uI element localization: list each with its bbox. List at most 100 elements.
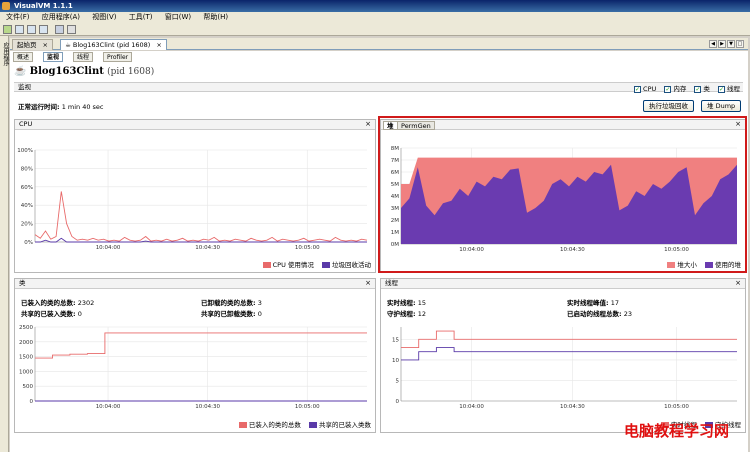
- tab-start-page[interactable]: 起始页 ×: [12, 39, 53, 50]
- view-tab-bar: 概述 监视 线程 Profiler: [10, 51, 748, 63]
- y-tick-label: 1M: [391, 230, 399, 236]
- heap-panel: 堆 PermGen × 0M 1M 2M 3M 4M 5M 6M 7M 8M 10:04:00 10…: [380, 119, 746, 273]
- y-tick-label: 5: [396, 378, 400, 384]
- side-panel-strip[interactable]: 应用程序: [0, 36, 9, 452]
- uptime: 正常运行时间: 1 min 40 sec: [18, 103, 104, 111]
- legend-swatch: [705, 262, 713, 268]
- heap-dump-icon[interactable]: [39, 25, 48, 34]
- cpu-legend: CPU 使用情况 垃圾回收活动: [257, 259, 371, 269]
- y-tick-label: 0: [396, 399, 400, 405]
- x-tick-label: 10:04:30: [195, 245, 220, 251]
- y-tick-label: 2000: [19, 340, 33, 346]
- stat-daemon-threads: 守护线程: 12: [387, 310, 426, 318]
- scroll-right-icon[interactable]: ▶: [718, 40, 726, 48]
- menu-application[interactable]: 应用程序(A): [41, 13, 80, 21]
- threads-chart: 0 5 10 15 10:04:00 10:04:30 10:05:00: [392, 327, 737, 410]
- y-tick-label: 1500: [19, 355, 33, 361]
- close-icon[interactable]: ×: [156, 41, 162, 49]
- cpu-panel-header: CPU ×: [15, 120, 375, 130]
- y-tick-label: 40%: [21, 203, 33, 209]
- y-tick-label: 0: [30, 399, 34, 405]
- stat-total-started: 已启动的线程总数: 23: [567, 310, 632, 318]
- legend-swatch: [309, 422, 317, 428]
- x-tick-label: 10:05:00: [664, 404, 689, 410]
- add-snapshot-icon[interactable]: [27, 25, 36, 34]
- series-line: [401, 330, 737, 349]
- watermark: 电脑教程学习网: [624, 422, 730, 440]
- scroll-left-icon[interactable]: ◀: [709, 40, 717, 48]
- legend-swatch: [322, 262, 330, 268]
- menu-help[interactable]: 帮助(H): [203, 13, 229, 21]
- y-tick-label: 80%: [21, 166, 33, 172]
- heap-legend: 堆大小 使用的堆: [661, 259, 741, 269]
- cpu-chart: 0% 20% 40% 60% 80% 100% 10:04:00 10:04:30 10:05:…: [17, 148, 368, 251]
- x-tick-label: 10:05:00: [295, 404, 320, 410]
- load-snapshot-icon[interactable]: [55, 25, 64, 34]
- coffee-icon: ☕: [65, 41, 71, 49]
- add-remote-host-icon[interactable]: [15, 25, 24, 34]
- x-tick-label: 10:04:00: [96, 404, 121, 410]
- add-jmx-icon[interactable]: [3, 25, 12, 34]
- tab-permgen[interactable]: PermGen: [397, 121, 435, 130]
- x-tick-label: 10:04:30: [195, 404, 220, 410]
- y-tick-label: 2500: [19, 325, 33, 331]
- legend-swatch: [667, 262, 676, 268]
- x-tick-label: 10:05:00: [295, 245, 320, 251]
- checkbox-threads[interactable]: ✓ 线程: [718, 85, 740, 93]
- y-tick-label: 1000: [19, 369, 33, 375]
- y-tick-label: 7M: [391, 158, 399, 164]
- y-tick-label: 8M: [391, 146, 399, 152]
- menu-view[interactable]: 视图(V): [92, 13, 117, 21]
- y-tick-label: 15: [392, 337, 399, 343]
- threads-legend: 实时线程 守护线程: [655, 419, 741, 429]
- series-line: [401, 347, 737, 361]
- tab-profiler[interactable]: Profiler: [103, 52, 133, 62]
- checkbox-classes[interactable]: ✓ 类: [694, 85, 710, 93]
- threads-panel-header: 线程 ×: [381, 279, 745, 289]
- y-tick-label: 500: [23, 384, 34, 390]
- y-tick-label: 4M: [391, 194, 399, 200]
- close-icon[interactable]: ×: [365, 120, 371, 128]
- checkbox-cpu[interactable]: ✓ CPU: [634, 85, 657, 93]
- y-tick-label: 60%: [21, 185, 33, 191]
- x-tick-label: 10:04:00: [459, 247, 484, 253]
- window-title-bar: VisualVM 1.1.1: [0, 0, 750, 12]
- menu-window[interactable]: 窗口(W): [164, 13, 192, 21]
- app-icon: ☕: [14, 66, 27, 77]
- menu-file[interactable]: 文件(F): [6, 13, 30, 21]
- x-tick-label: 10:04:00: [459, 404, 484, 410]
- stat-shared-loaded: 共享的已装入类数: 0: [21, 310, 82, 318]
- tab-monitor[interactable]: 监视: [43, 52, 64, 62]
- y-tick-label: 3M: [391, 206, 399, 212]
- tab-heap[interactable]: 堆: [383, 121, 398, 130]
- menu-tools[interactable]: 工具(T): [128, 13, 153, 21]
- series-line: [35, 237, 367, 243]
- thread-dump-icon[interactable]: [67, 25, 76, 34]
- toolbar: [0, 23, 750, 36]
- restore-window-icon[interactable]: □: [736, 40, 744, 48]
- perform-gc-button[interactable]: 执行垃圾回收: [643, 100, 694, 112]
- close-icon[interactable]: ×: [365, 279, 371, 287]
- close-icon[interactable]: ×: [735, 120, 741, 128]
- classes-panel-header: 类 ×: [15, 279, 375, 289]
- side-panel-label[interactable]: 应用程序: [2, 42, 9, 66]
- x-tick-label: 10:04:30: [560, 247, 585, 253]
- stat-total-loaded: 已装入的类的总数: 2302: [21, 299, 95, 307]
- tab-blog163clint[interactable]: ☕ Blog163Clint (pid 1608) ×: [60, 39, 167, 50]
- close-icon[interactable]: ×: [735, 279, 741, 287]
- y-tick-label: 20%: [21, 222, 33, 228]
- heap-dump-button[interactable]: 堆 Dump: [701, 100, 742, 112]
- x-tick-label: 10:04:00: [96, 245, 121, 251]
- tab-threads[interactable]: 线程: [73, 52, 94, 62]
- classes-legend: 已装入的类的总数 共享的已装入类数: [233, 419, 371, 429]
- tab-list-icon[interactable]: ▼: [727, 40, 735, 48]
- y-tick-label: 6M: [391, 170, 399, 176]
- y-tick-label: 100%: [17, 148, 33, 154]
- window-title: VisualVM 1.1.1: [14, 2, 73, 10]
- tab-overview[interactable]: 概述: [13, 52, 34, 62]
- checkbox-memory[interactable]: ✓ 内存: [664, 85, 687, 93]
- close-icon[interactable]: ×: [42, 41, 48, 49]
- legend-swatch: [262, 262, 271, 268]
- classes-panel: 类 × 已装入的类的总数: 2302 已卸载的类的总数: 3 共享的已装入类数: …: [14, 278, 376, 433]
- tab-nav-buttons: ◀ ▶ ▼ □: [708, 39, 744, 48]
